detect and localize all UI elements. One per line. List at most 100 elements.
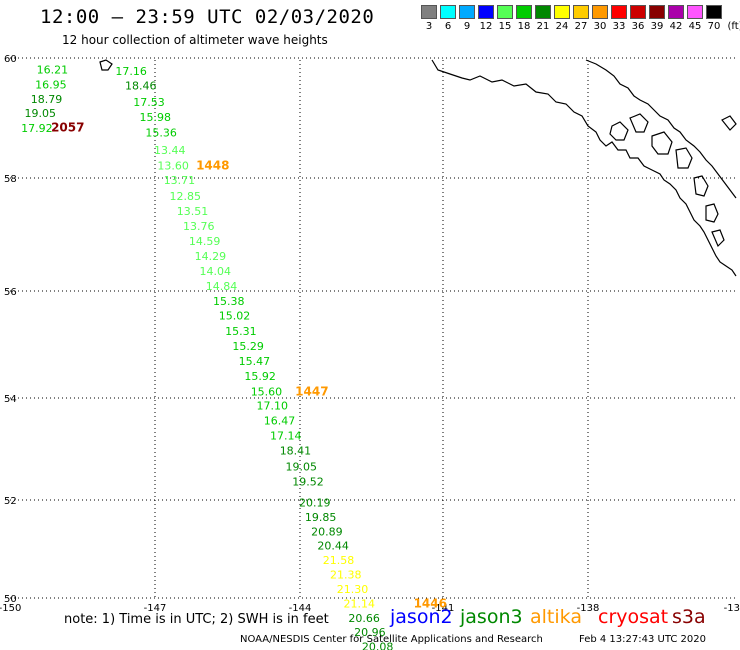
swh-value: 18.46	[125, 80, 156, 93]
scale-label: 18	[517, 21, 531, 32]
scale-label: 39	[650, 21, 664, 32]
swh-value: 19.05	[286, 460, 318, 473]
swh-value: 18.41	[280, 445, 312, 458]
scale-swatch	[630, 5, 646, 19]
scale-label: 70	[707, 21, 721, 32]
lon-tick-label: -150	[0, 603, 21, 614]
swh-value: 13.51	[177, 205, 209, 218]
swh-value: 20.96	[354, 626, 386, 639]
swh-value: 14.84	[206, 280, 238, 293]
scale-swatch	[535, 5, 551, 19]
swh-value: 15.29	[232, 340, 263, 353]
time-label: 2057	[51, 120, 84, 134]
swh-value: 13.71	[164, 174, 196, 187]
island-2	[629, 113, 649, 133]
swh-value: 20.08	[362, 640, 394, 650]
scale-label: 36	[631, 21, 645, 32]
scale-swatch	[649, 5, 665, 19]
lon-tick-label: -135	[724, 603, 740, 614]
note-text: note: 1) Time is in UTC; 2) SWH is in fe…	[64, 612, 329, 627]
swh-value: 14.29	[195, 250, 227, 263]
lat-tick-label: 50	[4, 594, 17, 605]
swh-value: 15.98	[140, 111, 172, 124]
alaska-inner-coast	[585, 59, 737, 199]
coastline	[99, 59, 737, 277]
island-5	[693, 175, 709, 197]
island-9	[721, 115, 737, 131]
scale-swatch	[497, 5, 513, 19]
island-8	[99, 59, 113, 71]
time-labels: 20571448144714461445	[51, 120, 447, 611]
swh-value: 17.92	[21, 122, 53, 135]
scale-label: 42	[669, 21, 683, 32]
lon-tick-label: -144	[289, 603, 312, 614]
legend-s3a: s3a	[672, 606, 706, 628]
scale-swatch	[592, 5, 608, 19]
map-grid	[10, 57, 735, 600]
scale-swatch	[611, 5, 627, 19]
scale-unit: (ft)	[727, 21, 740, 32]
scale-swatch	[573, 5, 589, 19]
swh-value: 20.19	[299, 497, 331, 510]
swh-value: 21.38	[330, 569, 362, 582]
axis-tick-labels: -150 -147 -144 -141 -138 -135 60 58 56 54 52 50	[0, 54, 740, 614]
scale-swatch	[706, 5, 722, 19]
scale-label: 12	[479, 21, 493, 32]
scale-swatch	[687, 5, 703, 19]
swh-value: 15.38	[213, 295, 245, 308]
lat-tick-label: 54	[4, 394, 17, 405]
page-subtitle: 12 hour collection of altimeter wave hei…	[62, 33, 328, 47]
lon-tick-label: -141	[432, 603, 455, 614]
swh-value: 17.16	[115, 65, 147, 78]
island-7	[711, 229, 725, 248]
island-4	[675, 147, 693, 169]
swh-value: 17.10	[257, 399, 289, 412]
swh-value: 21.14	[344, 598, 376, 611]
page-title: 12:00 – 23:59 UTC 02/03/2020	[40, 6, 375, 28]
time-label: 1446	[414, 597, 447, 611]
footer-timestamp: Feb 4 13:27:43 UTC 2020	[579, 634, 706, 645]
swh-value: 16.47	[264, 415, 296, 428]
swh-value: 16.95	[35, 79, 66, 92]
scale-swatch	[554, 5, 570, 19]
scale-label: 9	[463, 21, 471, 32]
swh-value: 13.60	[157, 160, 189, 173]
swh-value: 15.31	[225, 325, 256, 338]
scale-label: 27	[574, 21, 588, 32]
legend-jason2: jason2	[390, 606, 453, 628]
lat-tick-label: 52	[4, 496, 17, 507]
island-6	[705, 203, 719, 223]
legend-jason3: jason3	[460, 606, 523, 628]
swh-value: 12.85	[170, 190, 202, 203]
scale-swatch	[421, 5, 437, 19]
scale-label: 3	[425, 21, 433, 32]
swh-value: 20.44	[317, 540, 349, 553]
scale-label: 6	[444, 21, 452, 32]
swh-value: 19.85	[305, 511, 337, 524]
swh-value: 13.76	[183, 220, 215, 233]
swh-value: 21.30	[337, 583, 369, 596]
scale-label: 24	[555, 21, 569, 32]
lon-tick-label: -147	[144, 603, 167, 614]
scale-label: 30	[593, 21, 607, 32]
scale-swatch	[478, 5, 494, 19]
swh-value: 20.66	[348, 612, 380, 625]
swh-value: 18.79	[31, 93, 63, 106]
scale-swatch	[668, 5, 684, 19]
lon-tick-label: -138	[577, 603, 600, 614]
legend-cryosat: cryosat	[598, 606, 669, 628]
swh-value: 15.92	[244, 370, 276, 383]
swh-value: 21.58	[323, 554, 355, 567]
scale-label: 21	[536, 21, 550, 32]
lat-tick-label: 60	[4, 54, 17, 65]
alaska-coastline	[431, 59, 737, 277]
swh-value: 15.36	[145, 127, 177, 140]
swh-value: 20.89	[311, 526, 343, 539]
swh-value: 14.04	[199, 265, 231, 278]
legend-altika: altika	[530, 606, 582, 628]
scale-label: 15	[498, 21, 512, 32]
footer-credit: NOAA/NESDIS Center for Satellite Applica…	[240, 634, 543, 645]
swh-value: 15.60	[251, 385, 283, 398]
scale-swatch	[440, 5, 456, 19]
